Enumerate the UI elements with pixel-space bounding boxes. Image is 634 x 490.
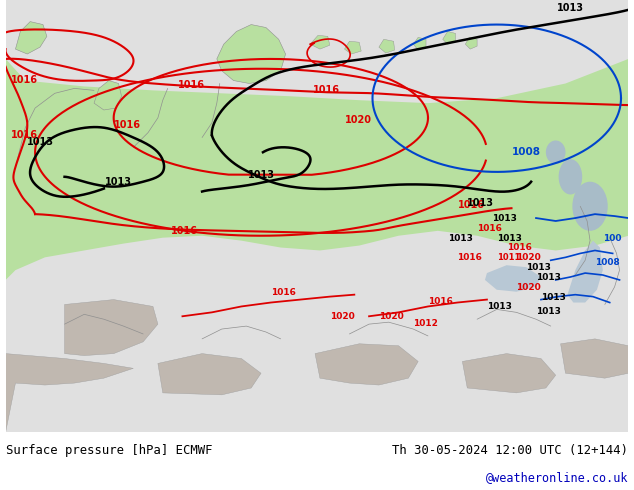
Polygon shape xyxy=(379,39,394,53)
Text: 1013: 1013 xyxy=(487,302,512,312)
Polygon shape xyxy=(310,35,330,49)
Text: 1013: 1013 xyxy=(536,307,561,317)
Polygon shape xyxy=(217,24,285,83)
Text: 1016: 1016 xyxy=(113,120,141,130)
Polygon shape xyxy=(65,299,158,356)
Text: 1016: 1016 xyxy=(428,297,453,306)
Polygon shape xyxy=(485,265,541,292)
Text: 1020: 1020 xyxy=(516,253,541,262)
Text: 1016: 1016 xyxy=(271,288,295,296)
Text: 1016: 1016 xyxy=(477,224,502,233)
Ellipse shape xyxy=(573,182,608,231)
Text: 1013: 1013 xyxy=(247,170,275,180)
Text: 1013: 1013 xyxy=(105,177,132,187)
Text: 1011: 1011 xyxy=(497,253,520,262)
Text: 1013: 1013 xyxy=(492,214,517,223)
Polygon shape xyxy=(6,0,628,304)
Text: 1013: 1013 xyxy=(467,198,495,208)
Ellipse shape xyxy=(546,141,566,164)
Text: @weatheronline.co.uk: @weatheronline.co.uk xyxy=(486,471,628,484)
Polygon shape xyxy=(6,0,628,189)
Text: 1016: 1016 xyxy=(171,226,198,236)
Text: 1020: 1020 xyxy=(330,312,354,321)
Text: 1013: 1013 xyxy=(448,234,472,243)
Text: 1013: 1013 xyxy=(557,3,584,13)
Polygon shape xyxy=(560,339,628,378)
Polygon shape xyxy=(462,354,555,393)
Polygon shape xyxy=(413,37,426,50)
Polygon shape xyxy=(443,31,455,44)
Text: 1016: 1016 xyxy=(507,244,531,252)
Polygon shape xyxy=(94,80,122,110)
Text: Th 30-05-2024 12:00 UTC (12+144): Th 30-05-2024 12:00 UTC (12+144) xyxy=(392,444,628,457)
Text: 1016: 1016 xyxy=(458,253,482,262)
Polygon shape xyxy=(15,22,47,54)
Text: 1008: 1008 xyxy=(595,258,619,267)
Text: Surface pressure [hPa] ECMWF: Surface pressure [hPa] ECMWF xyxy=(6,444,212,457)
Polygon shape xyxy=(465,37,477,49)
Text: 1016: 1016 xyxy=(11,129,37,140)
Text: 1013: 1013 xyxy=(541,293,566,301)
Polygon shape xyxy=(567,241,603,302)
Polygon shape xyxy=(344,41,361,54)
Text: 1016: 1016 xyxy=(11,75,37,85)
Text: 1016: 1016 xyxy=(178,80,205,90)
Text: 100: 100 xyxy=(603,234,621,243)
Text: 1012: 1012 xyxy=(413,319,438,328)
Text: 1016: 1016 xyxy=(458,200,484,210)
Text: 1020: 1020 xyxy=(516,283,541,292)
Polygon shape xyxy=(158,354,261,395)
Text: 1020: 1020 xyxy=(344,115,372,125)
Text: 1013: 1013 xyxy=(27,137,53,147)
Text: 1016: 1016 xyxy=(313,85,340,96)
Ellipse shape xyxy=(559,159,582,195)
Polygon shape xyxy=(315,344,418,385)
Polygon shape xyxy=(6,354,133,432)
Text: 1013: 1013 xyxy=(526,263,551,272)
Text: 1013: 1013 xyxy=(536,273,561,282)
Polygon shape xyxy=(6,0,628,103)
Text: 1013: 1013 xyxy=(497,234,522,243)
Text: 1008: 1008 xyxy=(512,147,541,157)
Text: 1020: 1020 xyxy=(379,312,404,321)
